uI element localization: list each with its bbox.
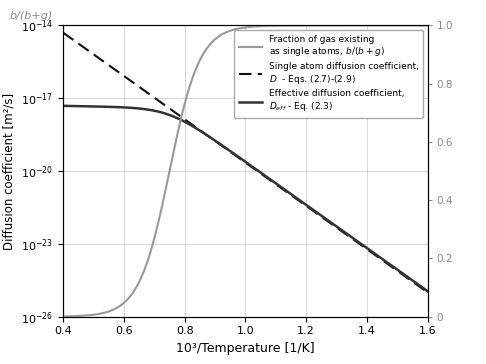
Fraction of gas existing
as single atoms, b/(b+g) [359,23,365,28]
Line: Fraction of gas existing
as single atoms, b/(b+g): Fraction of gas existing as single atoms… [63,25,428,316]
Line: Effective diffusion coefficient,
D_eff - Eq. (2.3): Effective diffusion coefficient, D_eff -… [63,106,428,291]
Effective diffusion coefficient,
D_eff - Eq. (2.3) [425,289,431,293]
Fraction of gas existing
as single atoms, b/(b+g) [425,23,431,28]
Single atom diffusion coefficient,
D  - Eqs. (2.7)-(2.9) [277,185,283,190]
Single atom diffusion coefficient,
D  - Eqs. (2.7)-(2.9) [60,31,66,35]
Single atom diffusion coefficient,
D  - Eqs. (2.7)-(2.9) [416,284,422,288]
Fraction of gas existing
as single atoms, b/(b+g) [236,26,242,31]
Effective diffusion coefficient,
D_eff - Eq. (2.3) [60,104,66,108]
Fraction of gas existing
as single atoms, b/(b+g) [233,27,239,31]
Single atom diffusion coefficient,
D  - Eqs. (2.7)-(2.9) [359,244,365,248]
Effective diffusion coefficient,
D_eff - Eq. (2.3) [236,155,242,159]
Single atom diffusion coefficient,
D  - Eqs. (2.7)-(2.9) [233,154,239,158]
Fraction of gas existing
as single atoms, b/(b+g) [416,23,422,28]
Effective diffusion coefficient,
D_eff - Eq. (2.3) [277,184,283,189]
Fraction of gas existing
as single atoms, b/(b+g) [277,24,283,28]
Text: b/(b+g): b/(b+g) [10,11,53,21]
Single atom diffusion coefficient,
D  - Eqs. (2.7)-(2.9) [425,290,431,294]
Effective diffusion coefficient,
D_eff - Eq. (2.3) [416,283,422,287]
Y-axis label: Diffusion coefficient [m²/s]: Diffusion coefficient [m²/s] [2,92,16,250]
Effective diffusion coefficient,
D_eff - Eq. (2.3) [359,242,365,247]
Fraction of gas existing
as single atoms, b/(b+g) [60,314,66,318]
Line: Single atom diffusion coefficient,
D  - Eqs. (2.7)-(2.9): Single atom diffusion coefficient, D - E… [63,33,428,292]
Effective diffusion coefficient,
D_eff - Eq. (2.3) [233,153,239,158]
Effective diffusion coefficient,
D_eff - Eq. (2.3) [258,170,263,174]
Single atom diffusion coefficient,
D  - Eqs. (2.7)-(2.9) [258,171,263,175]
Legend: Fraction of gas existing
as single atoms, $b/(b+g)$, Single atom diffusion coeff: Fraction of gas existing as single atoms… [234,30,423,118]
X-axis label: 10³/Temperature [1/K]: 10³/Temperature [1/K] [176,342,315,355]
Single atom diffusion coefficient,
D  - Eqs. (2.7)-(2.9) [236,155,242,160]
Fraction of gas existing
as single atoms, b/(b+g) [258,24,263,28]
